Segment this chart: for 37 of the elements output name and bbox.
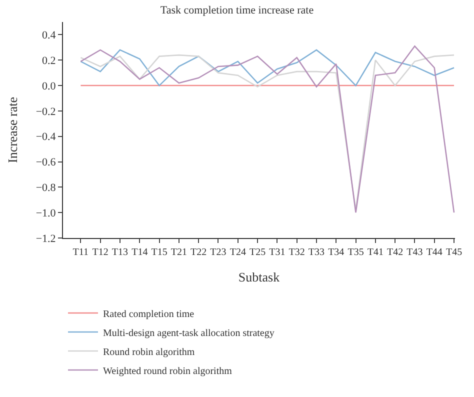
x-tick-label: T31 <box>269 247 286 258</box>
x-tick-label: T23 <box>210 247 226 258</box>
x-tick-label: T32 <box>288 247 305 258</box>
x-tick-label: T15 <box>151 247 168 258</box>
x-tick-label: T43 <box>406 247 423 258</box>
y-tick-label: −1.0 <box>36 207 56 220</box>
x-tick-label: T11 <box>72 247 89 258</box>
y-tick-label: 0.0 <box>42 80 56 92</box>
x-tick-label: T35 <box>348 247 364 258</box>
y-axis-title: Increase rate <box>4 96 20 164</box>
x-tick-label: T34 <box>328 247 344 258</box>
x-tick-label: T25 <box>249 247 266 258</box>
x-tick-label: T33 <box>308 247 325 258</box>
x-tick-label: T12 <box>92 247 108 258</box>
x-tick-label: T22 <box>190 247 207 258</box>
legend-label: Rated completion time <box>103 308 195 320</box>
x-tick-label: T14 <box>132 247 148 258</box>
y-tick-label: −1.2 <box>36 232 56 245</box>
chart-title: Task completion time increase rate <box>160 4 314 17</box>
legend-label: Multi-design agent-task allocation strategy <box>103 328 274 339</box>
x-tick-label: T42 <box>387 247 404 258</box>
legend-label: Weighted round robin algorithm <box>103 366 232 377</box>
y-tick-label: −0.8 <box>36 182 56 194</box>
x-tick-label: T13 <box>112 247 128 258</box>
y-tick-label: −0.6 <box>36 156 56 169</box>
x-axis-title: Subtask <box>238 270 280 285</box>
x-tick-label: T44 <box>426 247 442 258</box>
x-tick-label: T45 <box>446 247 462 258</box>
y-tick-label: 0.4 <box>42 30 56 42</box>
y-tick-label: −0.2 <box>36 106 56 118</box>
x-tick-label: T41 <box>367 247 384 258</box>
x-tick-label: T24 <box>230 247 246 258</box>
y-tick-label: 0.2 <box>42 54 56 67</box>
x-tick-label: T21 <box>170 247 187 258</box>
line-series <box>80 49 455 86</box>
legend-label: Round robin algorithm <box>103 346 195 358</box>
y-tick-label: −0.4 <box>36 131 56 144</box>
